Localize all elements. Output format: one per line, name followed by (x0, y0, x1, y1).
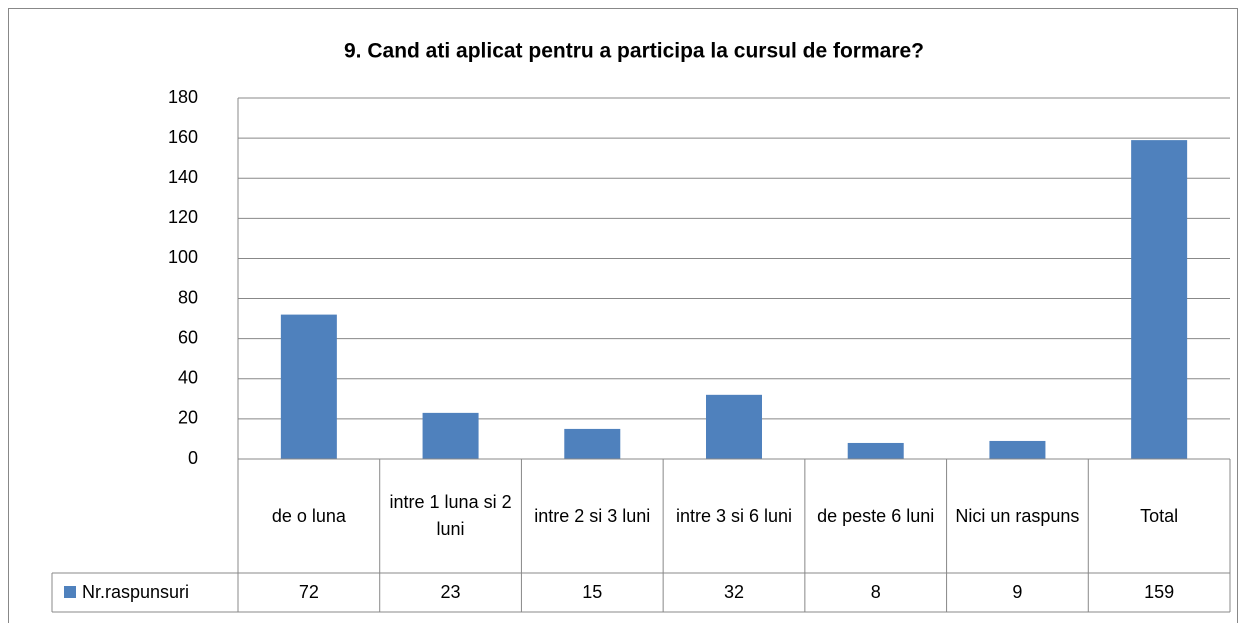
x-tick-label: de o luna (271, 505, 346, 526)
x-tick-label: intre 2 si 3 luni (534, 505, 651, 526)
bar (706, 394, 762, 459)
x-tick-label: Total (1140, 505, 1179, 526)
bar (989, 440, 1046, 459)
y-tick-label: 120 (168, 207, 198, 227)
x-tick-label: intre 3 si 6 luni (675, 505, 793, 526)
y-tick-label: 80 (178, 287, 198, 307)
data-label: 15 (582, 582, 603, 602)
y-tick-label: 180 (168, 87, 198, 107)
x-tick-label: intre 1 luna si 2 luni (389, 492, 512, 539)
legend-label: Nr.raspunsuri (82, 582, 189, 602)
y-tick-label: 60 (178, 327, 198, 347)
y-tick-label: 140 (168, 167, 198, 187)
chart-title: 9. Cand ati aplicat pentru a participa l… (344, 40, 924, 63)
bar (280, 314, 337, 459)
data-label: 23 (440, 582, 461, 602)
bar (422, 412, 479, 459)
bar (847, 442, 904, 459)
y-tick-label: 20 (178, 408, 198, 428)
y-tick-label: 100 (168, 247, 198, 267)
y-tick-label: 160 (168, 127, 198, 147)
legend-swatch (64, 586, 76, 598)
bar (1131, 140, 1188, 459)
data-label: 9 (1012, 582, 1023, 602)
data-label: 8 (870, 582, 881, 602)
bar (564, 428, 621, 459)
data-label: 159 (1144, 582, 1175, 602)
x-tick-label: Nici un raspuns (955, 505, 1080, 526)
chart-border (8, 8, 1238, 623)
y-tick-label: 0 (188, 448, 198, 468)
data-label: 32 (723, 582, 744, 602)
data-label: 72 (298, 582, 319, 602)
x-tick-label: de peste 6 luni (817, 505, 935, 526)
y-tick-label: 40 (178, 368, 198, 388)
